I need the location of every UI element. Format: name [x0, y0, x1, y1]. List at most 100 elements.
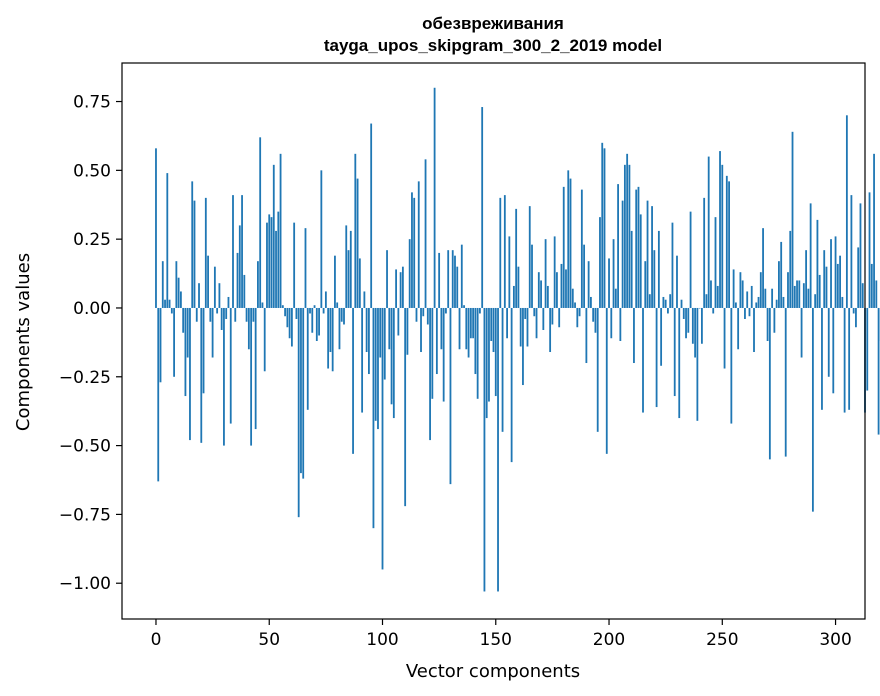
bar [739, 272, 742, 308]
bar [707, 156, 710, 308]
bar [503, 195, 506, 308]
bar [227, 296, 230, 308]
bar [485, 307, 488, 419]
bar [639, 214, 642, 308]
bar [762, 228, 764, 308]
bar [569, 178, 572, 308]
bar [651, 206, 653, 308]
bar [501, 307, 504, 432]
bar [420, 307, 422, 353]
bar [476, 307, 479, 399]
bar [827, 307, 830, 377]
bar [286, 307, 289, 328]
bar [336, 302, 339, 308]
bar [395, 269, 397, 308]
bar [875, 280, 878, 308]
bar [424, 159, 427, 308]
bar [413, 197, 416, 308]
bar [426, 307, 429, 325]
bar [372, 307, 375, 529]
y-tick-label: −0.25 [59, 368, 111, 388]
bar [399, 272, 402, 308]
bar [164, 299, 166, 308]
bar [855, 307, 857, 328]
bar [268, 214, 271, 308]
bar [821, 307, 823, 410]
bar [789, 230, 792, 308]
bar [438, 252, 441, 308]
x-axis-ticks: 0 50 100 150 200 250 300 [151, 619, 852, 650]
bar [845, 115, 848, 308]
bar [245, 307, 248, 322]
x-axis-label: Vector components [406, 661, 580, 682]
bar [445, 307, 447, 314]
bar [431, 307, 434, 399]
bar [515, 208, 518, 308]
y-axis-ticks: −1.00 −0.75 −0.50 −0.25 0.00 0.25 0.50 0.75 [59, 93, 122, 594]
bar [179, 291, 182, 308]
bar [281, 305, 284, 308]
bar [275, 230, 277, 308]
bar [562, 186, 565, 308]
bar [469, 307, 472, 339]
bar [401, 266, 404, 308]
bar [825, 266, 828, 308]
bar [157, 307, 160, 482]
bar [662, 296, 665, 308]
bar [619, 307, 622, 341]
bar [279, 153, 282, 308]
plot-frame [121, 62, 866, 620]
bar [170, 307, 173, 314]
bar [732, 269, 735, 308]
bar [497, 307, 499, 592]
bar [370, 123, 373, 308]
bar [300, 307, 302, 474]
bar [365, 307, 368, 353]
bar [719, 151, 721, 308]
x-tick-label: 150 [480, 630, 512, 650]
y-axis-label: Components values [13, 253, 34, 431]
bar [667, 307, 669, 314]
bar [510, 307, 513, 463]
bar [177, 277, 180, 308]
bar [229, 307, 232, 424]
bar [528, 206, 531, 308]
bar [447, 250, 450, 308]
bar [363, 291, 366, 308]
bar [381, 307, 384, 570]
bar [567, 170, 570, 308]
bar [621, 200, 624, 308]
bar [689, 211, 692, 308]
bar [866, 307, 869, 391]
bar [490, 307, 493, 341]
bar [250, 307, 253, 446]
bar [859, 203, 862, 308]
bar [612, 239, 615, 308]
bar [753, 307, 755, 353]
bar [594, 307, 597, 333]
bar [155, 148, 157, 308]
bar [537, 272, 540, 308]
bar [234, 307, 237, 322]
bar [211, 307, 214, 358]
bar [725, 175, 728, 308]
bar [456, 266, 459, 308]
bar [467, 307, 470, 358]
bar [458, 307, 461, 350]
chart-title-line2: tayga_upos_skipgram_300_2_2019 model [324, 36, 662, 55]
bar [592, 307, 595, 322]
bar [297, 307, 300, 518]
bar [277, 211, 280, 308]
bar [433, 87, 436, 308]
bar [408, 239, 411, 308]
bar [610, 307, 613, 339]
bar [750, 285, 753, 308]
bar [198, 283, 200, 308]
bar [703, 197, 706, 308]
bar [204, 197, 207, 308]
bar [411, 192, 413, 308]
bar [243, 274, 246, 308]
bar [605, 307, 608, 454]
bar [347, 250, 350, 308]
bar [272, 164, 275, 308]
